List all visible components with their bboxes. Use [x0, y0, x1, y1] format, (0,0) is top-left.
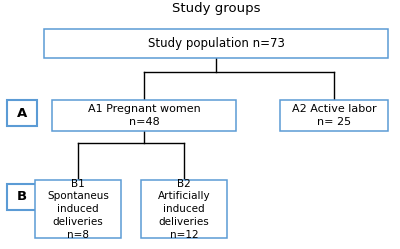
- Text: B1
Spontaneus
induced
deliveries
n=8: B1 Spontaneus induced deliveries n=8: [47, 179, 109, 240]
- Text: Study population n=73: Study population n=73: [148, 37, 284, 50]
- Text: B: B: [17, 190, 27, 203]
- FancyBboxPatch shape: [44, 29, 388, 58]
- Text: A: A: [17, 107, 27, 120]
- FancyBboxPatch shape: [7, 100, 37, 126]
- FancyBboxPatch shape: [280, 100, 388, 131]
- FancyBboxPatch shape: [35, 180, 121, 239]
- Text: A2 Active labor
n= 25: A2 Active labor n= 25: [292, 104, 376, 127]
- Text: Study groups: Study groups: [172, 2, 260, 15]
- FancyBboxPatch shape: [141, 180, 227, 239]
- Text: B2
Artificially
induced
deliveries
n=12: B2 Artificially induced deliveries n=12: [158, 179, 210, 240]
- FancyBboxPatch shape: [52, 100, 236, 131]
- Text: A1 Pregnant women
n=48: A1 Pregnant women n=48: [88, 104, 200, 127]
- FancyBboxPatch shape: [7, 184, 37, 210]
